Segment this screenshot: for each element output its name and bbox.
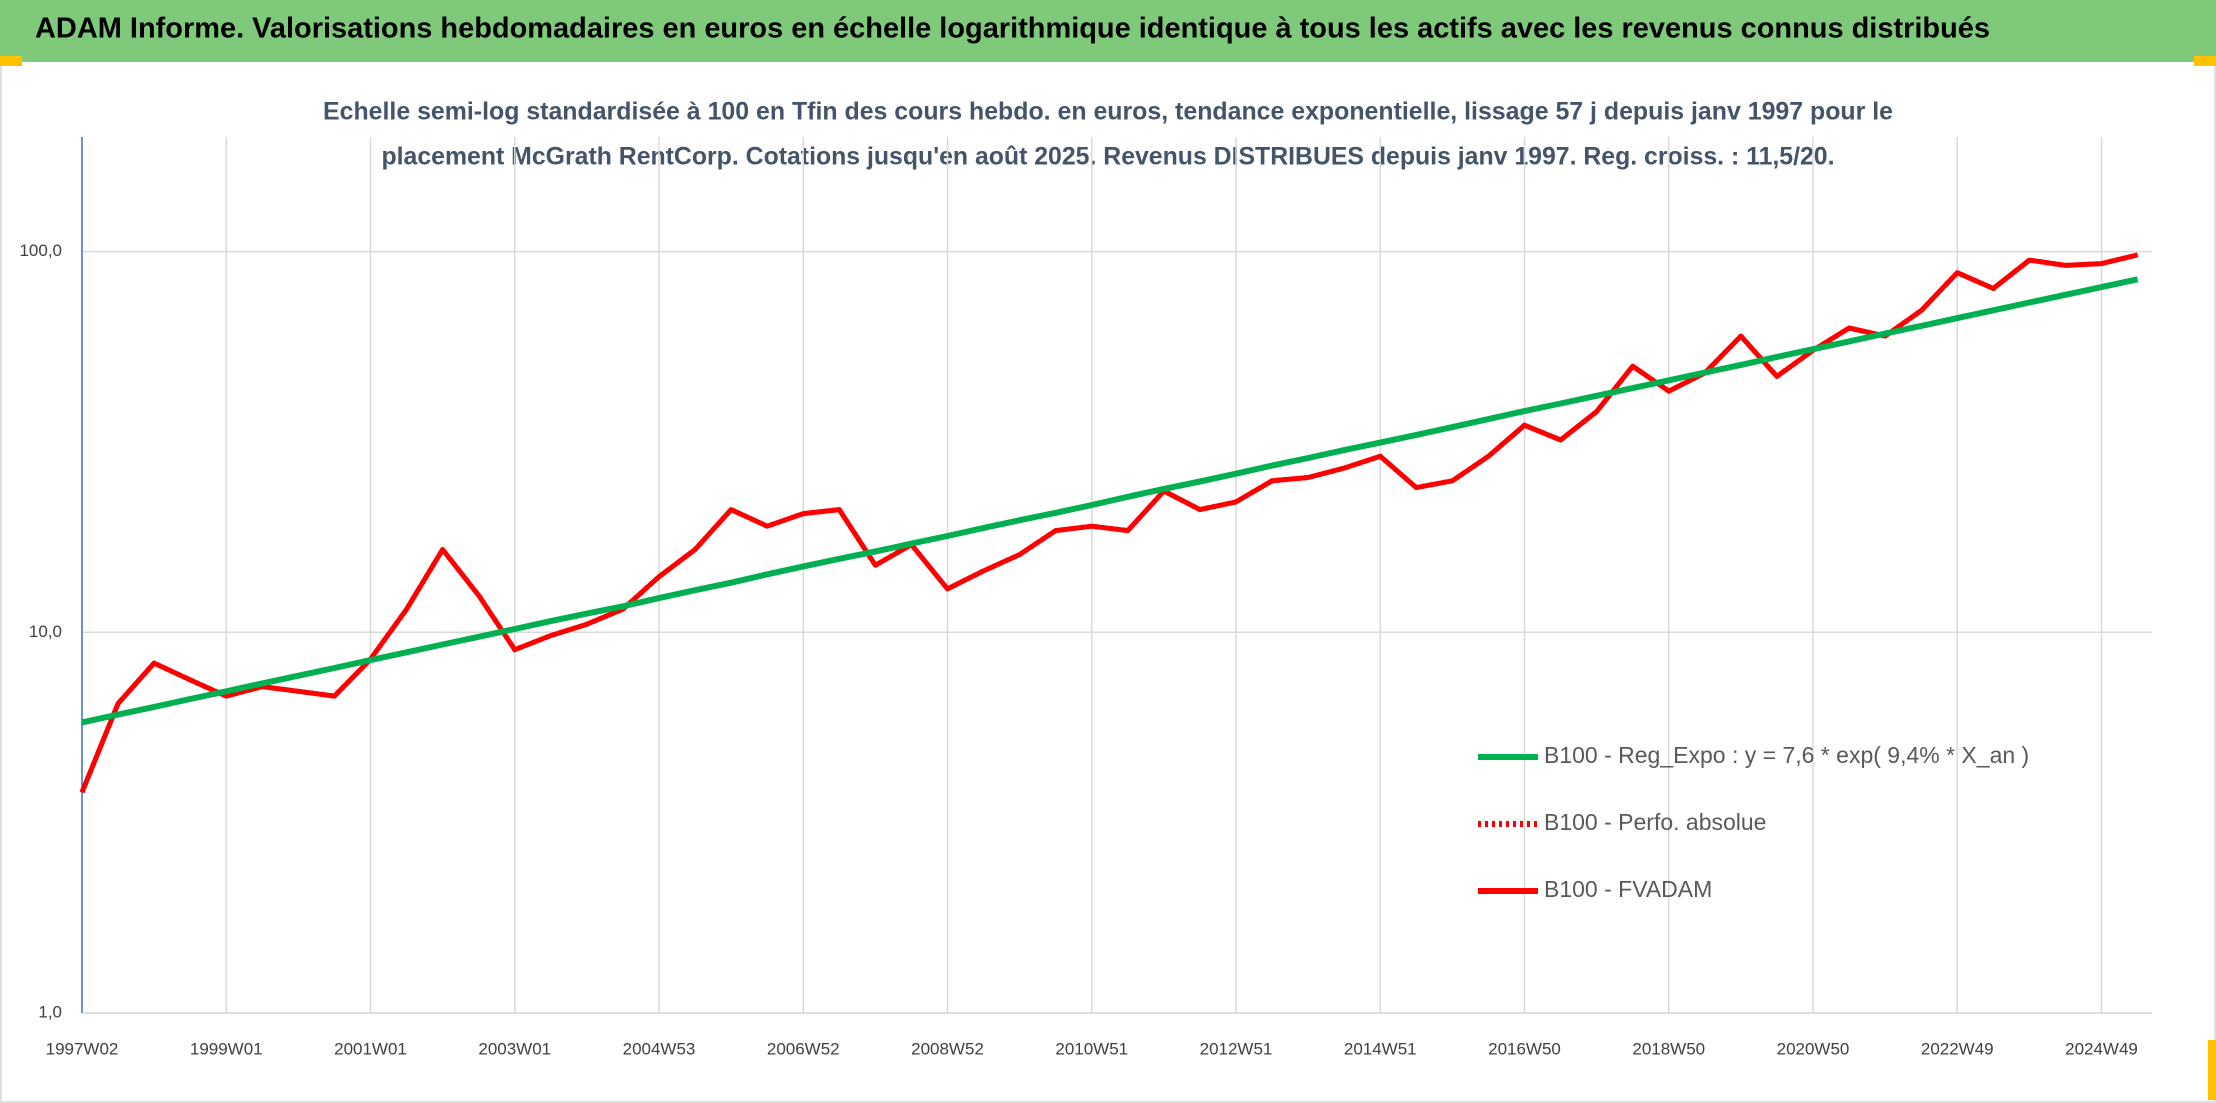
chart-subtitle: Echelle semi-log standardisée à 100 en T… [323, 98, 1893, 126]
series-line [81, 276, 2139, 726]
x-tick-label: 2022W49 [1921, 1039, 1994, 1058]
corner [0, 56, 22, 66]
y-tick-label: 10,0 [29, 622, 62, 641]
x-tick-label: 1999W01 [190, 1039, 263, 1058]
x-tick-label: 2012W51 [1200, 1039, 1273, 1058]
x-tick-label: 2020W50 [1777, 1039, 1850, 1058]
x-tick-label: 2001W01 [334, 1039, 407, 1058]
x-tick-label: 2014W51 [1344, 1039, 1417, 1058]
chart-title: ADAM Informe. Valorisations hebdomadaire… [35, 13, 1990, 45]
legend-label: B100 - Perfo. absolue [1544, 809, 1766, 835]
x-tick-label: 2008W52 [911, 1039, 984, 1058]
corner [2194, 56, 2216, 66]
x-tick-label: 1997W02 [46, 1039, 119, 1058]
x-tick-label: 2006W52 [767, 1039, 840, 1058]
x-tick-label: 2024W49 [2065, 1039, 2138, 1058]
x-tick-label: 2018W50 [1632, 1039, 1705, 1058]
x-tick-label: 2016W50 [1488, 1039, 1561, 1058]
y-tick-label: 1,0 [38, 1002, 62, 1021]
corner [2208, 1040, 2216, 1100]
x-tick-label: 2003W01 [478, 1039, 551, 1058]
header-bar [0, 0, 2216, 62]
series-line [79, 252, 2139, 794]
legend-label: B100 - FVADAM [1544, 876, 1712, 902]
x-tick-label: 2004W53 [623, 1039, 696, 1058]
chart-subtitle: placement McGrath RentCorp. Cotations ju… [382, 143, 1835, 171]
y-tick-label: 100,0 [19, 241, 62, 260]
legend-label: B100 - Reg_Expo : y = 7,6 * exp( 9,4% * … [1544, 742, 2029, 768]
x-tick-label: 2010W51 [1055, 1039, 1128, 1058]
